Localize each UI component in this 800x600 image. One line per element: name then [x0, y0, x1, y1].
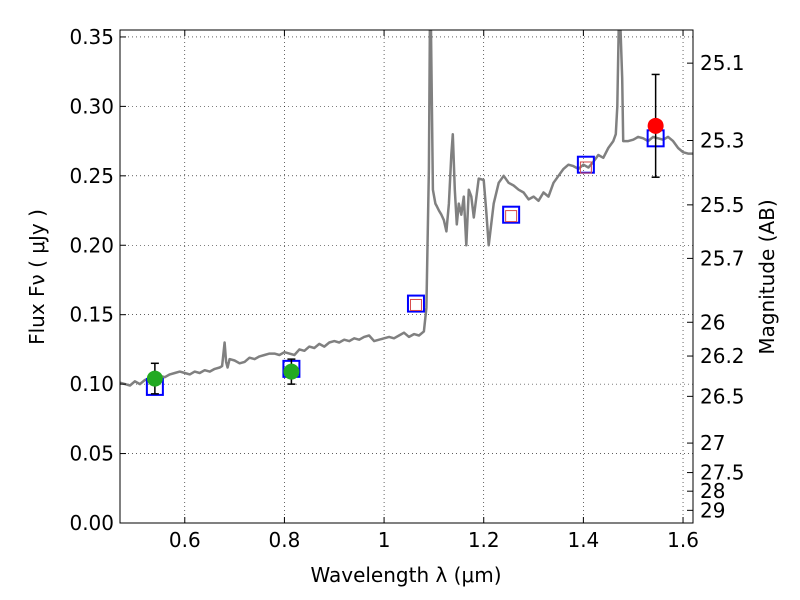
y-tick-label: 0.10: [69, 372, 114, 396]
y-tick-label: 0.05: [69, 442, 114, 466]
model-inner-square: [579, 161, 592, 174]
magnitude-axis-label: Magnitude (AB): [755, 199, 779, 354]
magnitude-tick-label: 25.7: [700, 246, 745, 270]
magnitude-tick-label: 25.3: [700, 129, 745, 153]
x-tick-label: 1.4: [567, 528, 599, 552]
magnitude-tick-label: 25.5: [700, 193, 745, 217]
observed-flux-point: [647, 117, 664, 134]
spectrum-line: [120, 30, 693, 387]
model-photometry-square: [406, 294, 425, 313]
observed-flux-point: [146, 370, 163, 387]
magnitude-tick-label: 26.5: [700, 384, 745, 408]
model-inner-square: [505, 210, 518, 223]
magnitude-tick-label: 29: [700, 498, 725, 522]
y-tick-label: 0.35: [69, 25, 114, 49]
model-photometry-square: [502, 205, 521, 224]
magnitude-tick-label: 28: [700, 479, 725, 503]
x-axis-label: Wavelength λ (μm): [310, 563, 501, 587]
y-tick-label: 0.30: [69, 94, 114, 118]
plot-area: [120, 30, 693, 523]
magnitude-tick-label: 27.5: [700, 461, 745, 485]
plot-frame: [119, 29, 694, 524]
y-tick-label: 0.20: [69, 233, 114, 257]
model-inner-square: [409, 298, 422, 311]
magnitude-tick-label: 26.2: [700, 344, 745, 368]
x-tick-label: 1.6: [667, 528, 699, 552]
magnitude-tick-label: 25.1: [700, 51, 745, 75]
x-tick-label: 0.6: [169, 528, 201, 552]
y-tick-label: 0.00: [69, 511, 114, 535]
magnitude-tick-label: 26: [700, 310, 725, 334]
magnitude-tick-label: 27: [700, 431, 725, 455]
x-tick-label: 1.2: [468, 528, 500, 552]
x-tick-label: 0.8: [269, 528, 301, 552]
y-tick-label: 0.15: [69, 303, 114, 327]
observed-flux-point: [283, 363, 300, 380]
y-tick-label: 0.25: [69, 164, 114, 188]
x-tick-label: 1: [378, 528, 391, 552]
y-axis-label: Flux Fν ( μJy ): [25, 209, 49, 345]
